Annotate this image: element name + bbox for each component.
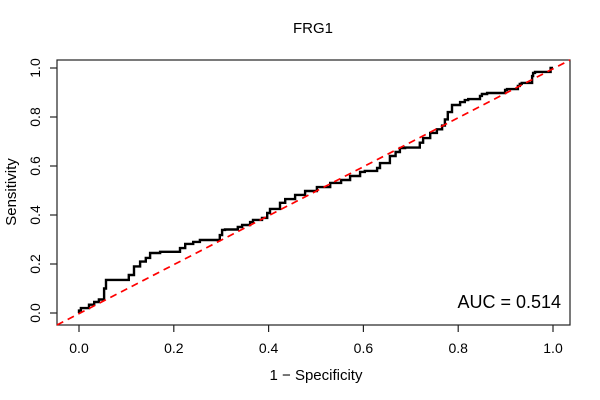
x-axis-label: 1 − Specificity	[270, 367, 363, 384]
y-tick-label: 1.0	[27, 58, 43, 78]
chance-diagonal-line	[56, 59, 571, 326]
plot-border	[56, 59, 571, 326]
plot-frame	[56, 59, 571, 326]
y-tick-label: 0.8	[27, 107, 43, 127]
plot-series	[56, 59, 571, 326]
x-tick-label: 0.8	[448, 340, 468, 356]
y-tick-label: 0.2	[27, 254, 43, 274]
x-tick-label: 0.2	[164, 340, 184, 356]
x-tick-label: 0.6	[354, 340, 374, 356]
y-tick-label: 0.6	[27, 156, 43, 176]
y-tick-label: 0.0	[27, 303, 43, 323]
x-tick-label: 1.0	[543, 340, 563, 356]
roc-curve	[77, 66, 553, 313]
y-axis: 0.0 0.2 0.4 0.6 0.8 1.0	[27, 58, 57, 323]
y-axis-label: Sensitivity	[3, 158, 20, 226]
y-tick-label: 0.4	[27, 205, 43, 225]
auc-annotation: AUC = 0.514	[457, 292, 561, 312]
x-axis: 0.0 0.2 0.4 0.6 0.8 1.0	[69, 325, 563, 356]
x-tick-label: 0.4	[259, 340, 279, 356]
chart-title: FRG1	[293, 20, 333, 37]
x-tick-label: 0.0	[69, 340, 89, 356]
